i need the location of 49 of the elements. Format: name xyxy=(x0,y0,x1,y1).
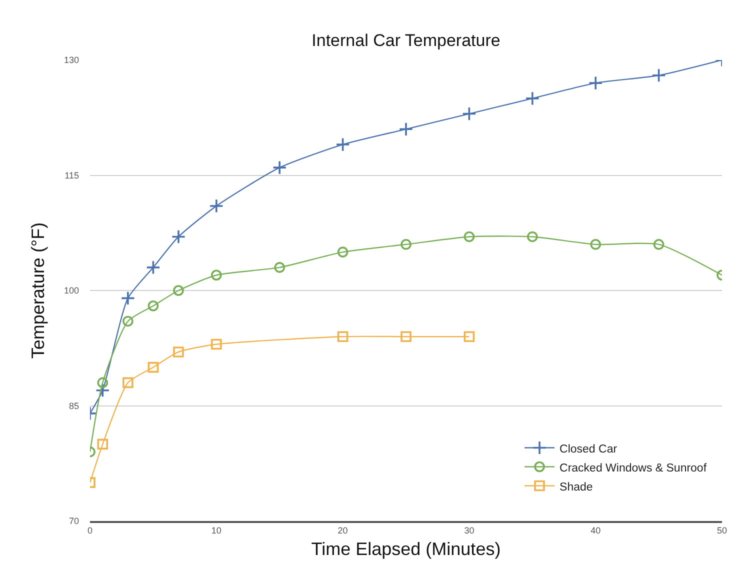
legend-label: Cracked Windows & Sunroof xyxy=(560,462,708,474)
point xyxy=(588,76,603,90)
point xyxy=(122,377,134,388)
x-tick-label: 40 xyxy=(590,526,601,536)
x-tick-label: 0 xyxy=(87,526,93,536)
point xyxy=(336,137,350,152)
point xyxy=(120,290,136,306)
point xyxy=(653,239,664,250)
point xyxy=(148,300,159,312)
point xyxy=(400,239,412,250)
y-tick-label: 85 xyxy=(68,400,79,411)
y-tick-label: 70 xyxy=(68,516,79,526)
point xyxy=(652,68,666,83)
point xyxy=(97,377,108,388)
point xyxy=(173,346,184,358)
x-axis-title: Time Elapsed (Minutes) xyxy=(311,539,501,560)
point xyxy=(146,260,160,275)
point xyxy=(211,338,222,350)
point xyxy=(272,160,287,175)
point xyxy=(337,246,348,258)
x-tick-label: 20 xyxy=(338,526,348,536)
point xyxy=(462,106,476,121)
point xyxy=(337,331,348,342)
point xyxy=(527,231,538,242)
point xyxy=(274,262,285,273)
point xyxy=(95,383,110,398)
point xyxy=(211,270,222,281)
legend-label: Shade xyxy=(560,481,593,494)
point xyxy=(97,438,108,450)
x-tick-label: 10 xyxy=(211,526,222,536)
x-tick-label: 30 xyxy=(464,526,474,536)
point xyxy=(525,91,540,106)
point xyxy=(400,331,412,342)
x-tick-label: 50 xyxy=(716,526,728,536)
point xyxy=(148,362,159,373)
legend-label: Closed Car xyxy=(560,443,618,456)
y-axis-title: Temperature (°F) xyxy=(28,222,48,359)
point xyxy=(398,122,414,136)
point xyxy=(171,230,186,244)
point xyxy=(464,231,475,242)
chart-title: Internal Car Temperature xyxy=(312,30,500,50)
y-tick-label: 100 xyxy=(64,286,79,296)
y-tick-label: 130 xyxy=(64,55,79,66)
point xyxy=(122,316,134,327)
point xyxy=(590,239,601,250)
point xyxy=(173,285,184,296)
point xyxy=(464,331,475,342)
point xyxy=(209,198,224,214)
y-tick-label: 115 xyxy=(64,170,79,180)
